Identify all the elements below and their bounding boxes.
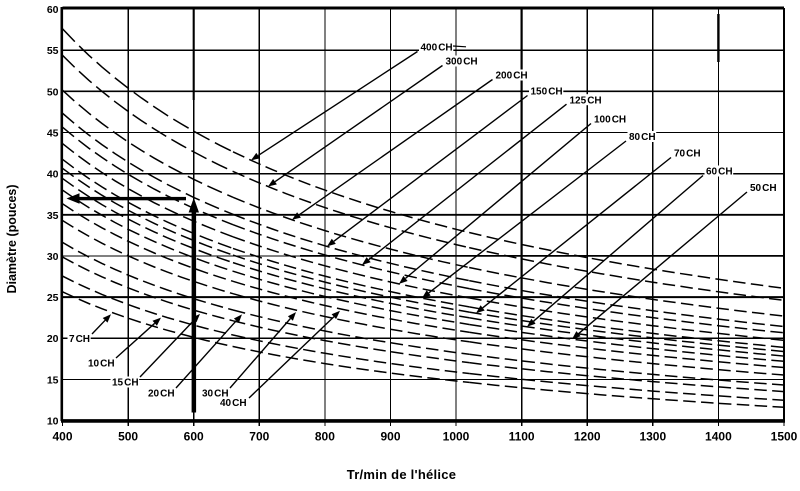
- svg-text:30: 30: [47, 251, 59, 263]
- svg-text:1200: 1200: [574, 430, 601, 444]
- svg-text:1100: 1100: [509, 430, 535, 444]
- svg-text:70CH: 70CH: [674, 149, 701, 160]
- svg-text:Tr/min de l'hélice: Tr/min de l'hélice: [347, 467, 456, 482]
- svg-text:100CH: 100CH: [594, 115, 626, 126]
- svg-text:800: 800: [315, 430, 335, 444]
- svg-text:60: 60: [47, 4, 59, 16]
- svg-text:500: 500: [118, 430, 138, 444]
- svg-text:15CH: 15CH: [112, 378, 139, 389]
- svg-text:55: 55: [47, 45, 59, 57]
- svg-text:400: 400: [52, 430, 72, 444]
- svg-text:80CH: 80CH: [629, 132, 656, 143]
- svg-text:50CH: 50CH: [750, 183, 777, 194]
- svg-text:15: 15: [47, 374, 59, 386]
- svg-text:300CH: 300CH: [446, 57, 478, 68]
- svg-text:20CH: 20CH: [148, 389, 175, 400]
- svg-text:10CH: 10CH: [88, 359, 115, 370]
- svg-text:30CH: 30CH: [202, 389, 229, 400]
- svg-text:50: 50: [47, 86, 59, 98]
- svg-text:200CH: 200CH: [496, 71, 528, 82]
- svg-text:7CH: 7CH: [69, 334, 90, 345]
- svg-text:900: 900: [380, 430, 400, 444]
- svg-text:1400: 1400: [705, 430, 732, 444]
- svg-text:125CH: 125CH: [570, 95, 602, 106]
- svg-text:40: 40: [47, 169, 59, 181]
- svg-text:400CH: 400CH: [421, 43, 453, 54]
- svg-text:Diamètre (pouces): Diamètre (pouces): [5, 184, 19, 293]
- svg-text:35: 35: [47, 210, 59, 222]
- svg-text:1000: 1000: [443, 430, 470, 444]
- svg-text:1500: 1500: [771, 430, 798, 444]
- svg-text:150CH: 150CH: [531, 87, 563, 98]
- svg-text:700: 700: [249, 430, 269, 444]
- svg-text:20: 20: [47, 333, 59, 345]
- svg-text:10: 10: [47, 416, 59, 428]
- svg-text:25: 25: [47, 292, 59, 304]
- svg-text:1300: 1300: [639, 430, 666, 444]
- svg-text:60CH: 60CH: [706, 167, 733, 178]
- svg-text:45: 45: [47, 127, 59, 139]
- svg-text:40CH: 40CH: [220, 398, 247, 409]
- svg-text:600: 600: [184, 430, 204, 444]
